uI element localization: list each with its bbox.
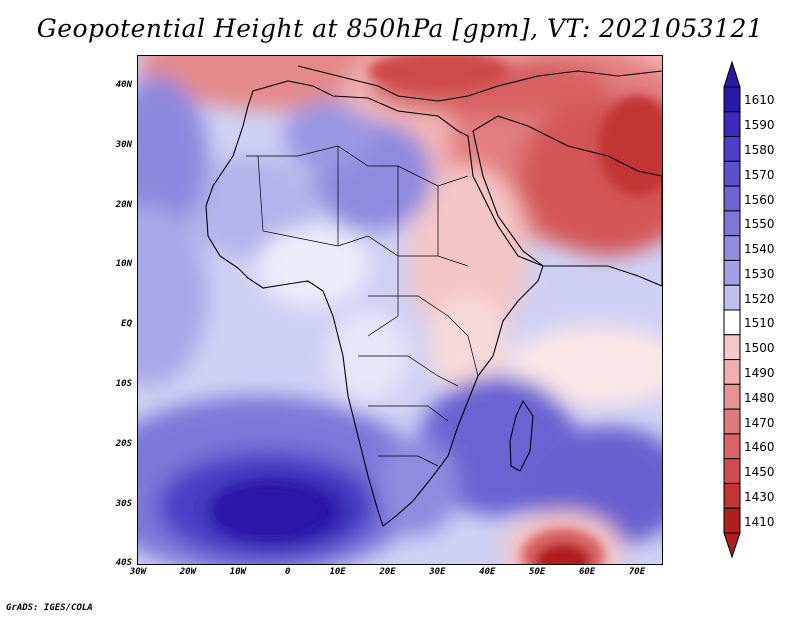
y-axis-label: 10N bbox=[115, 259, 132, 270]
colorbar-swatch bbox=[723, 86, 741, 113]
colorbar-label: 1410 bbox=[744, 514, 775, 529]
coastlines bbox=[205, 65, 662, 527]
mediterranean-coast bbox=[297, 65, 662, 102]
chart-title: Geopotential Height at 850hPa [gpm], VT:… bbox=[36, 14, 764, 43]
x-axis-label: 30W bbox=[129, 567, 147, 577]
colorbar-swatch bbox=[723, 507, 741, 534]
y-axis-label: 30S bbox=[115, 498, 132, 509]
colorbar-swatch bbox=[723, 309, 741, 336]
colorbar-label: 1430 bbox=[744, 489, 775, 504]
colorbar-swatch bbox=[723, 383, 741, 410]
colorbar-label: 1510 bbox=[744, 316, 775, 331]
x-axis-label: 0 bbox=[284, 567, 291, 577]
colorbar-label: 1580 bbox=[744, 142, 775, 157]
colorbar-label: 1450 bbox=[744, 465, 775, 480]
x-axis-label: 10E bbox=[329, 567, 346, 577]
colorbar-swatch bbox=[723, 458, 741, 484]
colorbar bbox=[723, 60, 741, 559]
colorbar-label: 1570 bbox=[744, 167, 775, 182]
colorbar-label: 1480 bbox=[744, 390, 775, 405]
y-axis-label: 30N bbox=[115, 139, 132, 150]
colorbar-swatch bbox=[723, 185, 741, 212]
x-axis-label: 20E bbox=[379, 567, 396, 577]
country-borders bbox=[246, 145, 479, 467]
colorbar-label: 1590 bbox=[744, 118, 775, 133]
x-axis-label: 30E bbox=[429, 567, 446, 577]
colorbar-label: 1490 bbox=[744, 365, 775, 380]
colorbar-swatch bbox=[723, 235, 741, 261]
colorbar-label: 1550 bbox=[744, 217, 775, 232]
credit-text: GrADS: IGES/COLA bbox=[6, 603, 93, 613]
map-canvas bbox=[138, 56, 662, 564]
x-axis-label: 70E bbox=[628, 567, 646, 577]
x-axis-label: 20W bbox=[179, 567, 197, 577]
colorbar-swatch bbox=[723, 160, 741, 187]
x-axis-label: 50E bbox=[529, 567, 546, 577]
colorbar-label: 1530 bbox=[744, 266, 775, 281]
colorbar-label: 1470 bbox=[744, 415, 775, 430]
colorbar-label: 1610 bbox=[744, 93, 775, 108]
colorbar-label: 1540 bbox=[744, 242, 775, 257]
y-axis-label: EQ bbox=[121, 319, 132, 330]
colorbar-swatch bbox=[723, 259, 741, 286]
colorbar-swatch bbox=[723, 334, 741, 361]
arabia-coast bbox=[472, 115, 662, 287]
y-axis-label: 20N bbox=[115, 199, 132, 210]
colorbar-label: 1500 bbox=[744, 341, 775, 356]
colorbar-swatch bbox=[723, 408, 741, 435]
y-axis-label: 40S bbox=[115, 558, 132, 569]
colorbar-max-arrow bbox=[723, 60, 741, 88]
colorbar-swatch bbox=[723, 284, 741, 311]
madagascar-coast bbox=[509, 399, 534, 472]
colorbar-min-arrow bbox=[723, 532, 741, 559]
colorbar-label: 1460 bbox=[744, 440, 775, 455]
y-axis-label: 40N bbox=[115, 80, 132, 90]
colorbar-swatch bbox=[723, 210, 741, 237]
x-axis-label: 40E bbox=[479, 567, 496, 577]
y-axis-label: 20S bbox=[115, 438, 132, 449]
colorbar-swatch bbox=[723, 359, 741, 385]
colorbar-swatch bbox=[723, 482, 741, 509]
colorbar-label: 1560 bbox=[744, 192, 775, 207]
colorbar-label: 1520 bbox=[744, 291, 775, 306]
x-axis-label: 60E bbox=[578, 567, 596, 577]
colorbar-swatch bbox=[723, 433, 741, 460]
colorbar-swatch bbox=[723, 111, 741, 138]
colorbar-swatch bbox=[723, 136, 741, 162]
map-panel bbox=[137, 55, 663, 565]
x-axis-label: 10W bbox=[229, 567, 246, 577]
africa-coast bbox=[205, 80, 544, 527]
y-axis-label: 10S bbox=[115, 379, 132, 389]
height-field bbox=[138, 56, 662, 564]
